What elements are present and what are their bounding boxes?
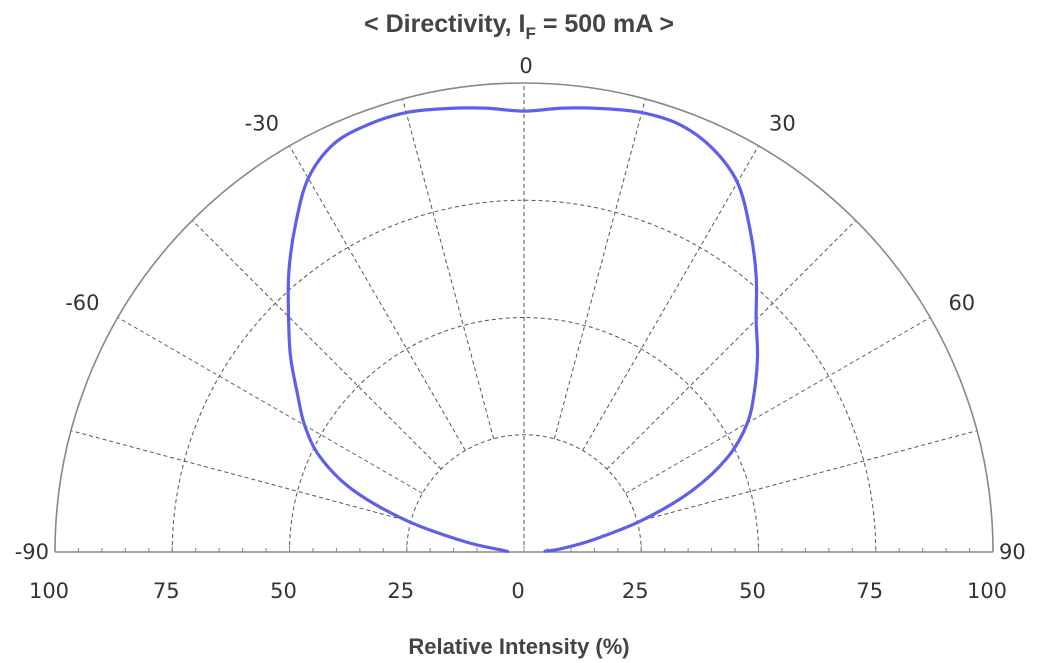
angle-label--30: -30	[245, 112, 279, 136]
grid-ray--75	[70, 430, 411, 523]
series-layer	[286, 106, 760, 554]
angle-label--90: -90	[15, 540, 49, 564]
grid-ray-15	[553, 98, 646, 439]
radial-tick-label: 50	[270, 579, 297, 603]
grid-ray-30	[582, 145, 759, 451]
radial-tick-label: 75	[856, 579, 883, 603]
radial-tick-label: 25	[387, 579, 414, 603]
angle-label--60: -60	[65, 291, 99, 315]
axis-layer	[54, 82, 994, 553]
grid-ray--30	[289, 145, 466, 451]
radial-tick-label: 50	[739, 579, 766, 603]
angle-labels: -90 -60 -30 0 30 60 90	[15, 54, 1026, 564]
grid-ray--15	[402, 98, 495, 439]
grid-ray--60	[117, 317, 423, 494]
angle-label-30: 30	[769, 112, 796, 136]
angle-label-60: 60	[948, 291, 975, 315]
radial-tick-label: 100	[29, 579, 69, 603]
directivity-curve-0	[286, 106, 760, 554]
grid-ray-45	[606, 220, 856, 470]
grid-arc-50	[289, 317, 759, 553]
radial-tick-label: 100	[967, 579, 1007, 603]
grid-ray-75	[637, 430, 978, 523]
angle-label-90: 90	[999, 540, 1026, 564]
outer-arc	[54, 82, 994, 553]
grid-arcs	[171, 199, 877, 553]
grid-rays	[70, 83, 978, 552]
radial-tick-label: 25	[622, 579, 649, 603]
x-axis-label: Relative Intensity (%)	[408, 634, 629, 659]
chart-title: < Directivity, IF = 500 mA >	[364, 10, 674, 43]
angle-label-0: 0	[519, 54, 532, 78]
radial-tick-label: 75	[153, 579, 180, 603]
radial-tick-label: 0	[511, 579, 524, 603]
grid-ray--45	[192, 220, 442, 470]
grid-arc-25	[406, 434, 642, 553]
radial-tick-labels: 100 75 50 25 0 25 50 75 100	[29, 579, 1007, 603]
grid-ray-60	[625, 317, 931, 494]
